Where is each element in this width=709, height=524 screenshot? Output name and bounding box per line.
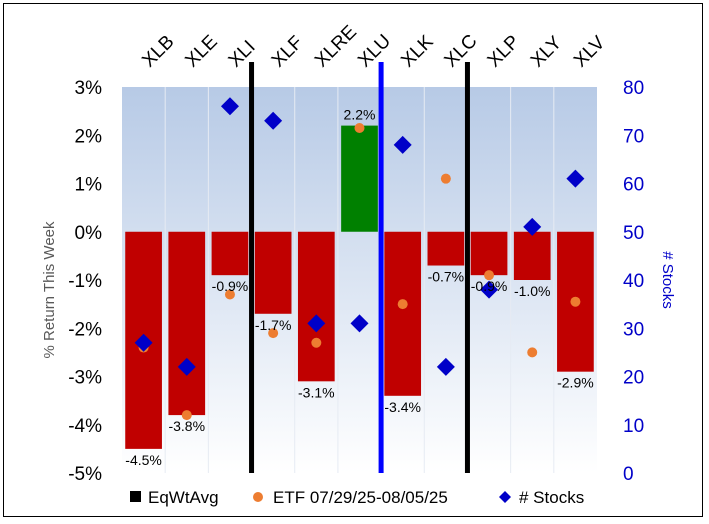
stocks-point-xlb (134, 333, 153, 352)
bar-xlf (254, 231, 292, 314)
y-tick-label: 1% (75, 175, 103, 196)
y2-tick-label: 40 (623, 271, 644, 292)
category-label-xlre: XLRE (311, 22, 361, 72)
etf-point-xlv (570, 296, 581, 307)
sector-separators (249, 62, 470, 473)
etf-point-xli (224, 289, 235, 300)
stocks-point-xlk (393, 135, 412, 154)
data-label-xly: -1.0% (514, 283, 551, 299)
y2-tick-label: 80 (623, 78, 644, 99)
bar-series-eqwtavg (125, 125, 594, 449)
bar-xly (513, 231, 551, 280)
category-label-xlf: XLF (268, 32, 307, 71)
data-label-xlk: -3.4% (384, 399, 421, 415)
scatter-series-etf (138, 123, 581, 421)
category-label-xli: XLI (225, 37, 260, 72)
category-label-xly: XLY (527, 32, 566, 71)
stocks-point-xlu (350, 314, 369, 333)
category-label-xlc: XLC (441, 31, 482, 72)
legend-label-eqwtavg: EqWtAvg (148, 488, 219, 507)
y2-tick-label: 60 (623, 175, 644, 196)
y-tick-label: 3% (75, 78, 103, 99)
data-label-xlp: -0.9% (471, 278, 508, 294)
category-label-xlb: XLB (138, 31, 178, 71)
bar-xlc (427, 231, 465, 266)
stocks-point-xle (177, 357, 196, 376)
y-tick-label: -4% (68, 416, 102, 437)
y2-tick-label: 20 (623, 368, 644, 389)
etf-point-xlf (268, 328, 279, 339)
etf-point-xly (527, 347, 538, 358)
etf-point-xle (181, 410, 192, 421)
stocks-point-xlc (436, 357, 455, 376)
data-label-xlv: -2.9% (557, 375, 594, 391)
y-axis-ticks: 3% 2% 1% 0% -1% -2% -3% -4% -5% (68, 78, 102, 485)
legend: EqWtAvg ETF 07/29/25-08/05/25 # Stocks (130, 488, 584, 507)
bar-xli (211, 231, 249, 276)
y2-tick-label: 10 (623, 416, 644, 437)
stocks-point-xli (220, 97, 239, 116)
legend-swatch-etf (253, 492, 263, 502)
etf-point-xlc (440, 173, 451, 184)
y-axis-title: % Return This Week (41, 221, 58, 358)
bar-xlk (384, 231, 422, 396)
y2-tick-label: 30 (623, 319, 644, 340)
stocks-point-xlf (264, 111, 283, 130)
y-tick-label: -2% (68, 319, 102, 340)
y2-axis-title: # Stocks (659, 251, 676, 309)
bar-xlp (470, 231, 508, 276)
y-tick-label: -3% (68, 368, 102, 389)
data-label-xlre: -3.1% (298, 384, 335, 400)
bar-xlre (297, 231, 335, 382)
data-label-xlu: 2.2% (344, 107, 376, 123)
y-tick-label: 0% (75, 223, 103, 244)
stocks-point-xlre (307, 314, 326, 333)
y-tick-label: 2% (75, 126, 103, 147)
legend-swatch-stocks (499, 491, 511, 503)
data-label-xlb: -4.5% (125, 452, 162, 468)
stocks-point-xlv (566, 169, 585, 188)
category-label-xlp: XLP (484, 31, 524, 71)
y2-tick-label: 50 (623, 223, 644, 244)
etf-point-xlu (354, 123, 365, 134)
y2-tick-label: 0 (623, 464, 634, 485)
category-label-xle: XLE (181, 31, 221, 71)
stocks-point-xlp (480, 280, 499, 299)
data-label-xlf: -1.7% (255, 317, 292, 333)
y2-tick-label: 70 (623, 126, 644, 147)
data-label-xli: -0.9% (212, 278, 249, 294)
data-label-xlc: -0.7% (428, 269, 465, 285)
etf-point-xlk (397, 299, 408, 310)
bar-data-labels: -4.5%-3.8%-0.9%-1.7%-3.1%2.2%-3.4%-0.7%-… (125, 107, 593, 468)
y-tick-label: -1% (68, 271, 102, 292)
bar-xlu (341, 125, 378, 232)
etf-point-xlre (311, 337, 322, 348)
legend-label-etf: ETF 07/29/25-08/05/25 (273, 488, 448, 507)
legend-swatch-eqwtavg (130, 491, 141, 502)
stocks-point-xly (523, 217, 542, 236)
y2-axis-ticks: 80 70 60 50 40 30 20 10 0 (623, 78, 644, 485)
scatter-series-stocks (134, 97, 585, 376)
y-tick-label: -5% (68, 464, 102, 485)
legend-label-stocks: # Stocks (519, 488, 584, 507)
category-label-xlk: XLK (397, 31, 437, 71)
etf-point-xlp (484, 270, 495, 281)
category-label-xlv: XLV (570, 32, 609, 71)
bar-xle (168, 231, 206, 416)
data-label-xle: -3.8% (168, 418, 205, 434)
